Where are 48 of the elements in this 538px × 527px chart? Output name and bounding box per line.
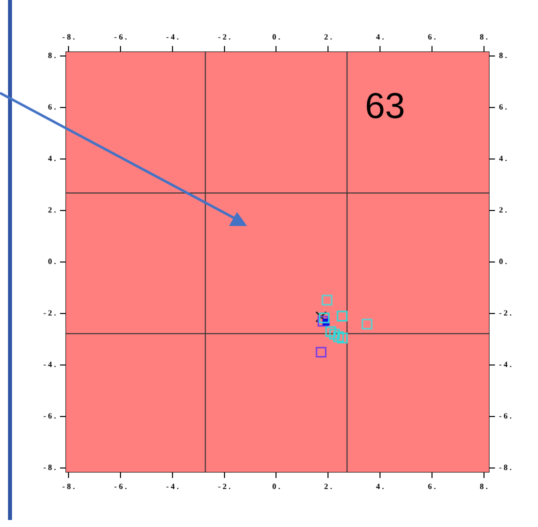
y-tick-label: - 4 . <box>43 360 56 370</box>
point <box>362 318 372 330</box>
point <box>322 294 332 306</box>
point <box>333 331 344 342</box>
point <box>336 310 348 322</box>
y2-tick-label: 6 . <box>499 102 507 112</box>
y2-tick-label: 4 . <box>499 154 507 163</box>
x2-tick-label: 4 . <box>376 32 384 42</box>
x2-tick-label: - 6 . <box>114 32 127 42</box>
y2-tick-label: 2 . <box>499 206 507 215</box>
y2-tick-label: - 8 . <box>499 463 512 472</box>
x-tick-label: 0 . <box>272 482 280 491</box>
y-tick-label: 2 . <box>48 206 56 215</box>
y-tick-label: 8 . <box>48 50 56 60</box>
y2-tick-label: - 2 . <box>499 308 512 318</box>
y2-tick-label: 0 . <box>499 257 507 266</box>
x-tick-label: 8 . <box>480 482 488 491</box>
y-tick-label: 4 . <box>48 154 56 163</box>
annotation: 63 <box>364 85 405 126</box>
point <box>316 346 326 358</box>
x2-tick-label: - 8 . <box>62 32 75 42</box>
x2-tick-label: - 2 . <box>218 32 231 42</box>
x-tick-label: - 2 . <box>218 482 231 491</box>
y-tick-label: - 2 . <box>43 308 56 318</box>
point <box>318 312 330 324</box>
x2-tick-label: 0 . <box>272 32 280 42</box>
x2-tick-label: - 4 . <box>166 32 179 42</box>
y-tick-label: - 8 . <box>43 463 56 472</box>
y2-tick-label: - 6 . <box>499 412 512 421</box>
point <box>318 316 328 327</box>
point <box>337 332 348 344</box>
x2-tick-label: 6 . <box>428 32 436 42</box>
y-tick-label: 0 . <box>48 257 56 266</box>
x-tick-label: - 4 . <box>166 482 179 491</box>
y2-tick-label: - 4 . <box>499 360 512 370</box>
x2-tick-label: 8 . <box>480 32 488 42</box>
y-tick-label: - 6 . <box>43 412 56 421</box>
x-tick-label: 4 . <box>376 482 384 491</box>
x-tick-label: 6 . <box>428 482 436 491</box>
point <box>325 326 336 337</box>
x-tick-label: - 8 . <box>62 482 75 491</box>
point <box>329 328 340 340</box>
point <box>315 311 327 323</box>
x2-tick-label: 2 . <box>324 32 332 42</box>
y2-tick-label: 8 . <box>499 50 507 60</box>
y-tick-label: 6 . <box>48 102 56 112</box>
x-tick-label: 2 . <box>324 482 332 491</box>
x-tick-label: - 6 . <box>114 482 127 491</box>
